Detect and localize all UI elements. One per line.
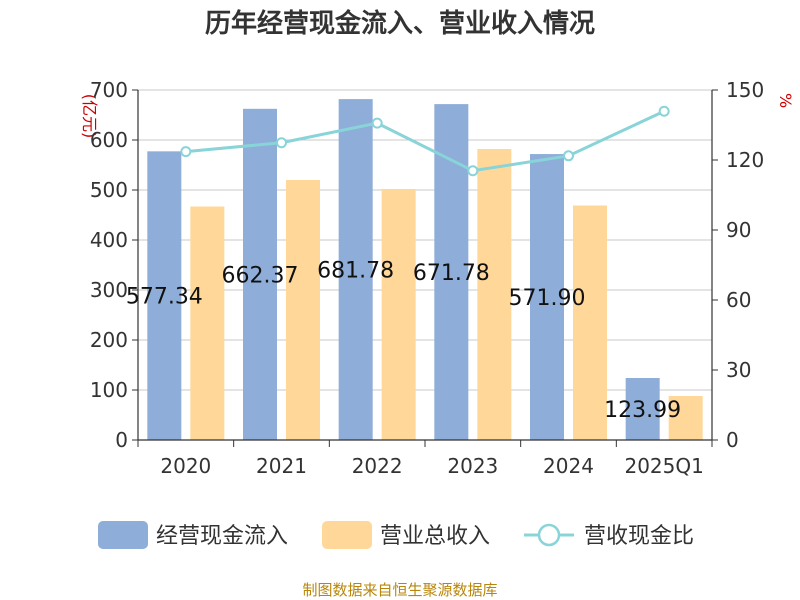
ratio-point [276, 137, 287, 149]
data-labels: 577.34 662.37 681.78 671.78 571.90 123.99 [126, 259, 681, 423]
revenue-bar [573, 205, 607, 440]
legend-swatch [98, 521, 148, 549]
ratio-point [658, 105, 670, 117]
left-tick-label: 200 [90, 328, 128, 352]
right-tick-label: 150 [726, 78, 764, 102]
ratio-point [563, 150, 574, 162]
ratio-point [180, 146, 192, 158]
bar-value-label: 681.78 [317, 259, 394, 284]
cash-inflow-bar [530, 154, 564, 441]
right-tick-label: 0 [726, 428, 739, 452]
x-tick-label: 2023 [447, 454, 498, 478]
bar-value-label: 662.37 [222, 263, 299, 288]
x-tick-label: 2024 [543, 454, 594, 478]
left-tick-label: 100 [90, 378, 128, 402]
bar-value-label: 123.99 [604, 398, 681, 423]
left-axis-unit: (亿元) [80, 94, 99, 139]
revenue-bar [190, 206, 225, 440]
bar-value-label: 571.90 [509, 286, 586, 311]
ratio-point [371, 117, 383, 129]
left-tick-label: 600 [90, 128, 128, 152]
x-tick-label: 2021 [256, 454, 307, 478]
left-tick-label: 300 [90, 278, 128, 302]
left-tick-label: 400 [90, 228, 128, 252]
right-tick-label: 90 [726, 218, 751, 242]
left-tick-label: 500 [90, 178, 128, 202]
revenue-bar [286, 180, 320, 440]
x-tick-label: 2020 [160, 454, 211, 478]
axes: 0 100 200 300 400 500 600 700 0 30 60 90 120 150 2020 2… [90, 78, 764, 478]
cash-inflow-bar [147, 151, 182, 440]
bar-value-label: 577.34 [126, 285, 203, 310]
right-tick-label: 30 [726, 358, 751, 382]
left-tick-label: 0 [115, 428, 128, 452]
ratio-point [467, 165, 479, 177]
ratio-line [180, 105, 670, 177]
left-tick-label: 700 [90, 78, 128, 102]
chart-title: 历年经营现金流入、营业收入情况 [205, 8, 595, 39]
revenue-bar [477, 149, 512, 440]
bars [147, 99, 703, 441]
bar-value-label: 671.78 [413, 261, 490, 286]
legend: 经营现金流入 营业总收入 营收现金比 [98, 521, 694, 549]
right-tick-label: 60 [726, 288, 751, 312]
legend-marker [537, 523, 561, 547]
legend-swatch [322, 521, 372, 549]
cash-inflow-bar [625, 378, 660, 440]
right-axis-unit: % [776, 93, 795, 108]
x-tick-label: 2022 [352, 454, 403, 478]
revenue-bar [668, 396, 703, 440]
legend-label: 营收现金比 [584, 524, 694, 549]
x-tick-label: 2025Q1 [624, 454, 703, 478]
right-tick-label: 120 [726, 148, 764, 172]
revenue-bar [381, 189, 416, 440]
cash-inflow-bar [338, 99, 373, 441]
source-note: 制图数据来自恒生聚源数据库 [302, 581, 497, 599]
cash-inflow-bar [243, 108, 277, 440]
legend-label: 经营现金流入 [156, 524, 288, 549]
ratio-line-path [185, 109, 665, 173]
grid-lines [138, 89, 712, 391]
legend-label: 营业总收入 [380, 524, 490, 549]
